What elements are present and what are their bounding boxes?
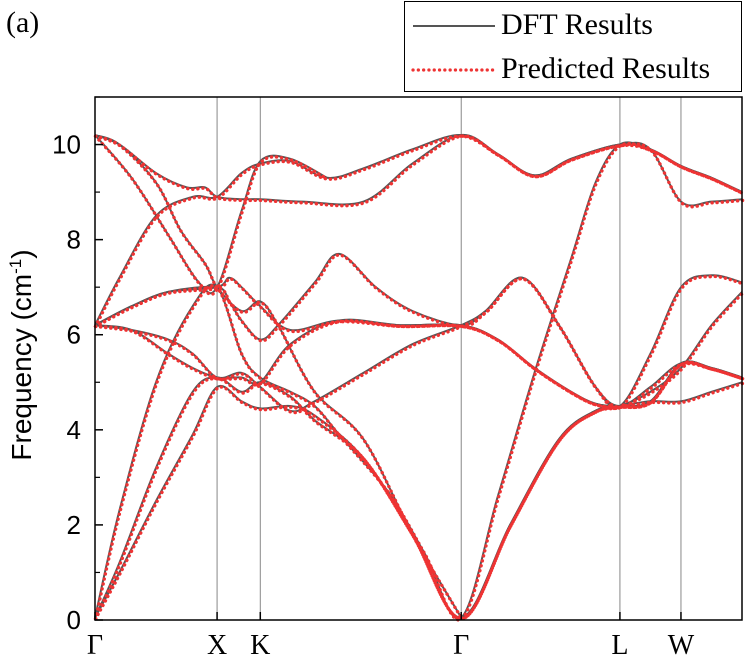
legend-label-predicted: Predicted Results bbox=[501, 52, 711, 85]
dft-band-0 bbox=[94, 381, 743, 619]
predicted-band-8 bbox=[93, 134, 464, 621]
plot-frame bbox=[94, 96, 743, 621]
x-tick-label: L bbox=[611, 630, 628, 661]
y-tick-label: 10 bbox=[52, 130, 81, 160]
panel-label: (a) bbox=[6, 6, 40, 39]
legend-entry-predicted: Predicted Results bbox=[405, 50, 741, 90]
legend-label-dft: DFT Results bbox=[501, 8, 653, 41]
y-tick-label: 6 bbox=[67, 320, 81, 350]
legend-entry-dft: DFT Results bbox=[405, 6, 741, 46]
y-tick-label: 8 bbox=[67, 225, 81, 255]
dft-band-9 bbox=[94, 133, 743, 326]
predicted-band-0 bbox=[93, 381, 745, 621]
x-tick-label: W bbox=[668, 630, 695, 661]
dft-band-8 bbox=[94, 134, 463, 619]
predicted-band-6 bbox=[93, 277, 745, 410]
predicted-band-9 bbox=[93, 134, 745, 329]
predicted-band-5 bbox=[93, 253, 745, 411]
y-axis-label: Frequency (cm-1) bbox=[5, 249, 38, 461]
x-tick-label: K bbox=[250, 630, 270, 661]
predicted-band-1 bbox=[93, 291, 745, 621]
predicted-band-10 bbox=[93, 134, 330, 297]
y-tick-label: 2 bbox=[67, 510, 81, 540]
y-tick-label: 0 bbox=[67, 605, 81, 635]
x-tick-label: X bbox=[207, 630, 227, 661]
y-tick-label: 4 bbox=[67, 415, 81, 445]
predicted-band-3 bbox=[93, 319, 745, 410]
legend: DFT Results Predicted Results bbox=[404, 1, 742, 92]
x-tick-label: Γ bbox=[453, 630, 469, 661]
dft-band-5 bbox=[94, 252, 743, 409]
x-tick-label: Γ bbox=[87, 630, 103, 661]
